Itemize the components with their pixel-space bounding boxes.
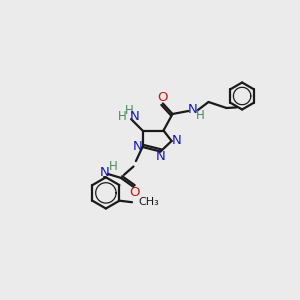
Text: H: H (109, 160, 118, 173)
Text: H: H (196, 109, 205, 122)
Text: O: O (158, 91, 168, 104)
Text: N: N (188, 103, 198, 116)
Text: CH₃: CH₃ (139, 197, 159, 207)
Text: N: N (156, 150, 165, 163)
Text: H: H (124, 104, 134, 117)
Text: N: N (133, 140, 142, 153)
Text: O: O (130, 186, 140, 199)
Text: N: N (100, 166, 110, 179)
Text: N: N (172, 134, 182, 148)
Text: H: H (118, 110, 127, 124)
Text: N: N (130, 110, 140, 123)
